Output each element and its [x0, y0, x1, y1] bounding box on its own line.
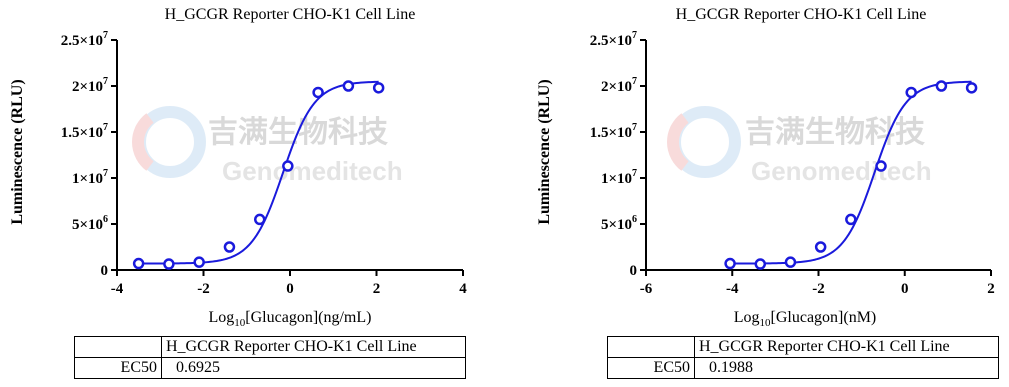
- data-point: [223, 241, 236, 253]
- data-point: [253, 213, 266, 226]
- watermark-en: Genomeditech: [751, 156, 932, 186]
- data-point: [372, 82, 385, 94]
- data-point: [724, 257, 736, 270]
- data-point: [965, 82, 978, 94]
- y-tick-label: 1×107: [601, 168, 637, 187]
- table-row: EC50 0.6925: [74, 357, 466, 379]
- y-tick-label: 1.5×107: [61, 122, 108, 141]
- x-tick-label: -6: [640, 281, 653, 297]
- data-point: [342, 80, 355, 92]
- table-row-label: EC50: [607, 357, 695, 379]
- y-tick-label: 1.5×107: [590, 122, 637, 141]
- y-axis-label: Luminescence (RLU): [536, 79, 553, 224]
- y-tick-label: 2.5×107: [61, 30, 108, 49]
- table-header-cell: H_GCGR Reporter CHO-K1 Cell Line: [694, 336, 999, 358]
- data-point: [282, 160, 294, 172]
- x-tick-label: -2: [812, 281, 825, 297]
- watermark-logo-icon: [667, 106, 741, 178]
- chart-title: H_GCGR Reporter CHO-K1 Cell Line: [676, 6, 927, 23]
- watermark: 吉满生物科技 Genomeditech: [132, 106, 403, 186]
- y-tick-label: 0: [630, 263, 638, 279]
- ec50-table-left: H_GCGR Reporter CHO-K1 Cell Line EC50 0.…: [74, 336, 466, 379]
- ec50-table-right: H_GCGR Reporter CHO-K1 Cell Line EC50 0.…: [607, 336, 999, 379]
- data-point: [163, 258, 175, 270]
- y-tick-label: 5×106: [72, 214, 108, 233]
- data-point: [132, 257, 145, 270]
- table-cell-value: 0.1988: [694, 357, 999, 379]
- data-point: [814, 241, 827, 253]
- table-row: H_GCGR Reporter CHO-K1 Cell Line: [74, 336, 466, 358]
- x-tick-label: 0: [901, 281, 909, 297]
- data-point: [193, 256, 205, 268]
- y-tick-label: 2×107: [72, 76, 108, 95]
- table-row: EC50 0.1988: [607, 357, 999, 379]
- data-point: [312, 86, 324, 99]
- x-tick-label: -4: [726, 281, 739, 297]
- x-axis-label: Log10[Glucagon](nM): [734, 309, 877, 329]
- watermark-logo-icon: [132, 106, 206, 178]
- x-tick-label: 0: [286, 281, 294, 297]
- data-point: [905, 86, 917, 99]
- y-tick-label: 5×106: [601, 214, 637, 233]
- data-point: [935, 80, 948, 92]
- table-corner-cell: [607, 336, 695, 358]
- data-point: [784, 256, 797, 268]
- table-header-cell: H_GCGR Reporter CHO-K1 Cell Line: [161, 336, 466, 358]
- y-tick-label: 1×107: [72, 168, 108, 187]
- x-tick-label: -4: [111, 281, 124, 297]
- data-point: [845, 213, 857, 226]
- table-corner-cell: [74, 336, 162, 358]
- data-point: [875, 160, 887, 172]
- x-tick-label: -2: [197, 281, 210, 297]
- fit-curve: [138, 80, 379, 265]
- watermark-en: Genomeditech: [222, 156, 403, 186]
- chart-left: 吉满生物科技 Genomeditech H_GCGR Reporter CHO-…: [9, 6, 467, 329]
- chart-right: 吉满生物科技 Genomeditech H_GCGR Reporter CHO-…: [536, 6, 995, 329]
- x-tick-label: 2: [987, 281, 995, 297]
- table-cell-value: 0.6925: [161, 357, 466, 379]
- x-axis-label: Log10[Glucagon](ng/mL): [209, 309, 372, 329]
- y-axis-label: Luminescence (RLU): [9, 79, 26, 224]
- y-tick-label: 0: [101, 263, 109, 279]
- y-tick-label: 2×107: [601, 76, 637, 95]
- watermark-cn: 吉满生物科技: [745, 115, 925, 150]
- table-row-label: EC50: [74, 357, 162, 379]
- y-tick-label: 2.5×107: [590, 30, 637, 49]
- table-row: H_GCGR Reporter CHO-K1 Cell Line: [607, 336, 999, 358]
- chart-title: H_GCGR Reporter CHO-K1 Cell Line: [165, 6, 416, 23]
- fit-curve: [730, 80, 972, 265]
- x-tick-label: 2: [373, 281, 381, 297]
- x-tick-label: 4: [459, 281, 467, 297]
- data-point: [754, 258, 767, 270]
